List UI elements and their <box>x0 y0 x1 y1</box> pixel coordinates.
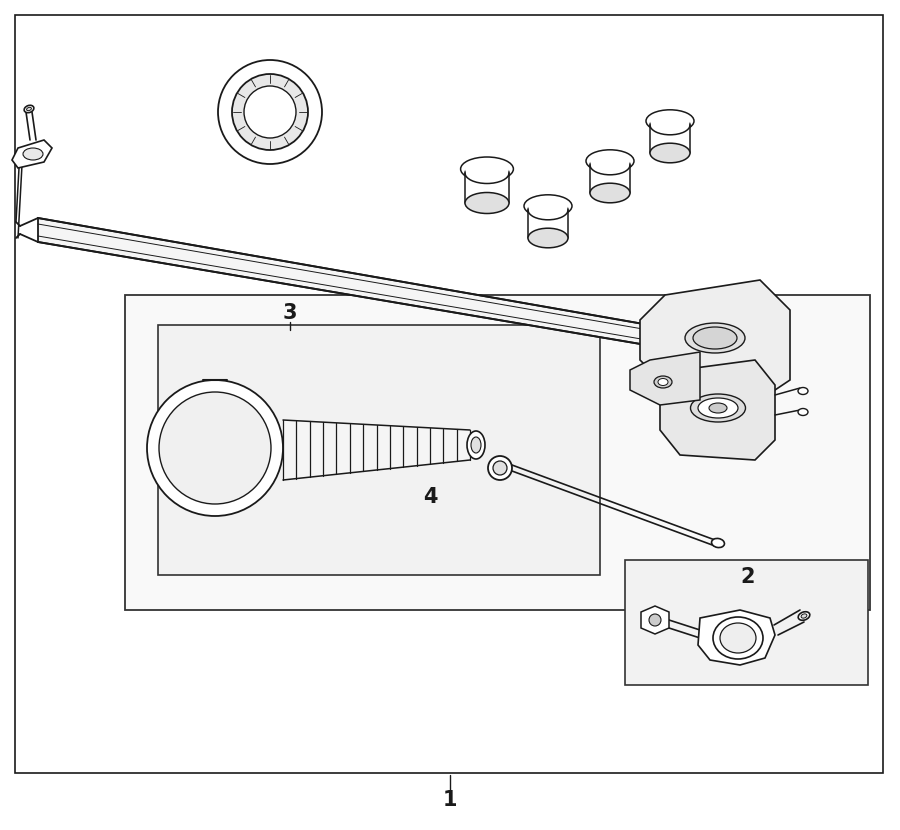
Ellipse shape <box>528 196 568 216</box>
Ellipse shape <box>528 228 568 248</box>
Ellipse shape <box>685 323 745 353</box>
Ellipse shape <box>712 539 724 548</box>
Polygon shape <box>630 352 700 405</box>
Polygon shape <box>38 218 735 360</box>
Ellipse shape <box>798 388 808 394</box>
Text: 4: 4 <box>423 487 437 507</box>
Ellipse shape <box>524 195 572 217</box>
Ellipse shape <box>465 163 509 183</box>
Ellipse shape <box>471 437 481 453</box>
Ellipse shape <box>540 206 556 214</box>
Polygon shape <box>283 420 470 480</box>
Ellipse shape <box>602 161 618 169</box>
Ellipse shape <box>646 110 694 132</box>
Ellipse shape <box>590 155 630 175</box>
Ellipse shape <box>465 159 509 179</box>
Ellipse shape <box>465 193 509 213</box>
Ellipse shape <box>23 148 43 160</box>
Ellipse shape <box>650 111 690 131</box>
Polygon shape <box>158 325 600 575</box>
Ellipse shape <box>590 151 630 171</box>
Ellipse shape <box>798 612 810 620</box>
Ellipse shape <box>590 183 630 203</box>
Ellipse shape <box>650 144 690 163</box>
Ellipse shape <box>662 121 678 129</box>
Polygon shape <box>640 280 790 400</box>
Ellipse shape <box>690 394 745 422</box>
Circle shape <box>493 461 507 475</box>
Ellipse shape <box>650 115 690 134</box>
Polygon shape <box>12 140 52 168</box>
Polygon shape <box>660 360 775 460</box>
Ellipse shape <box>698 398 738 418</box>
Circle shape <box>218 60 322 164</box>
Ellipse shape <box>654 376 672 388</box>
Polygon shape <box>625 560 868 685</box>
Ellipse shape <box>720 623 756 653</box>
Ellipse shape <box>658 378 668 385</box>
Ellipse shape <box>693 327 737 349</box>
Ellipse shape <box>798 408 808 416</box>
Circle shape <box>649 614 661 626</box>
Ellipse shape <box>27 107 32 110</box>
Polygon shape <box>641 606 669 634</box>
Ellipse shape <box>528 200 568 220</box>
Circle shape <box>488 456 512 480</box>
Ellipse shape <box>478 168 496 178</box>
Text: 1: 1 <box>443 790 457 810</box>
Ellipse shape <box>24 105 34 113</box>
Circle shape <box>159 392 271 504</box>
Ellipse shape <box>586 149 634 172</box>
Circle shape <box>147 380 283 516</box>
Ellipse shape <box>801 614 807 618</box>
Polygon shape <box>698 610 775 665</box>
Ellipse shape <box>467 431 485 459</box>
Polygon shape <box>125 295 870 610</box>
Ellipse shape <box>709 403 727 413</box>
Circle shape <box>232 74 308 150</box>
Text: 2: 2 <box>741 567 755 587</box>
Ellipse shape <box>713 617 763 659</box>
Circle shape <box>244 86 296 138</box>
Text: 3: 3 <box>283 303 297 323</box>
Ellipse shape <box>461 157 513 181</box>
